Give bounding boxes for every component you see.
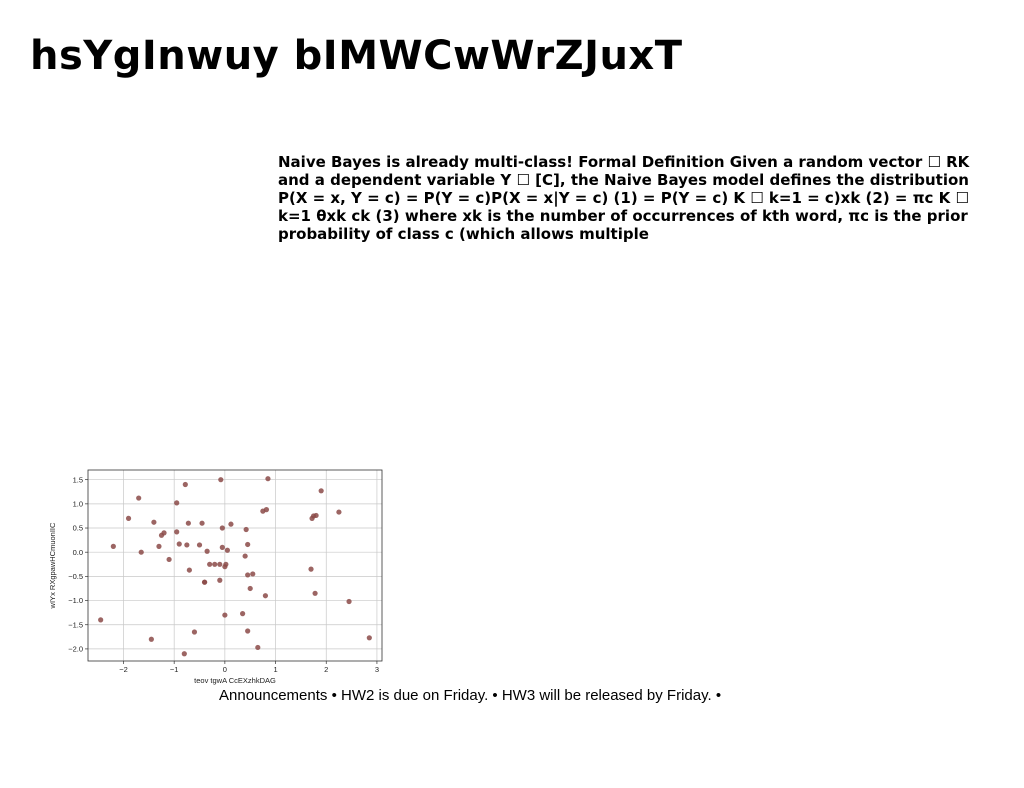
- scatter-point: [218, 477, 224, 483]
- y-tick-label: −2.0: [68, 645, 83, 654]
- grid-lines: [88, 470, 382, 661]
- scatter-point: [245, 572, 251, 578]
- slide-title: hsYgInwuy bIMWCwWrZJuxT: [30, 33, 683, 79]
- scatter-plot-svg: −2 −1 0 1 2 3 1.5 1.0 0.5 0.0 −0.5 −1.0 −1.5 −2.0 te…: [48, 469, 383, 685]
- scatter-point: [366, 635, 372, 641]
- x-axis-ticks: −2 −1 0 1 2 3: [119, 661, 379, 674]
- scatter-point: [219, 544, 225, 550]
- scatter-point: [312, 590, 318, 596]
- scatter-point: [204, 548, 210, 554]
- slide-body-text: Naive Bayes is already multi-class! Form…: [278, 153, 970, 243]
- scatter-point: [263, 507, 270, 513]
- scatter-point: [166, 556, 172, 563]
- scatter-point: [156, 543, 162, 549]
- scatter-point: [242, 553, 248, 559]
- scatter-point: [336, 509, 342, 515]
- scatter-point: [125, 515, 132, 521]
- x-axis-label: teov tgwA CcEXzhkDAG: [194, 676, 276, 685]
- scatter-point: [313, 512, 319, 519]
- scatter-point: [247, 585, 253, 592]
- scatter-point: [191, 629, 198, 635]
- scatter-point: [255, 644, 261, 651]
- scatter-point: [196, 542, 203, 548]
- y-axis-label: wIYx RXgpawHCmuonIIC: [48, 522, 57, 609]
- data-points: [98, 476, 372, 657]
- scatter-point: [262, 593, 269, 599]
- scatter-chart: −2 −1 0 1 2 3 1.5 1.0 0.5 0.0 −0.5 −1.0 −1.5 −2.0 te…: [44, 462, 389, 687]
- plot-area-frame: [87, 469, 383, 662]
- scatter-point: [174, 529, 180, 535]
- x-tick-label: 0: [223, 665, 227, 674]
- scatter-point: [201, 579, 208, 585]
- scatter-point: [110, 543, 116, 549]
- scatter-point: [217, 561, 223, 567]
- scatter-point: [245, 628, 251, 634]
- scatter-point: [318, 488, 324, 494]
- announcements-text: Announcements • HW2 is due on Friday. • …: [219, 687, 722, 704]
- scatter-point: [346, 598, 352, 605]
- y-tick-label: 1.5: [73, 475, 83, 484]
- scatter-point: [199, 520, 205, 526]
- y-tick-label: 1.0: [73, 499, 83, 508]
- x-tick-label: −1: [170, 665, 179, 674]
- scatter-point: [185, 520, 191, 526]
- scatter-point: [223, 561, 229, 567]
- y-tick-label: −1.0: [68, 596, 83, 605]
- scatter-point: [176, 541, 182, 547]
- x-tick-label: 3: [375, 665, 379, 674]
- scatter-point: [224, 547, 230, 553]
- scatter-point: [245, 541, 251, 548]
- scatter-point: [174, 500, 180, 506]
- y-tick-label: −0.5: [68, 572, 83, 581]
- scatter-point: [243, 526, 249, 533]
- scatter-point: [222, 612, 228, 618]
- scatter-point: [186, 567, 192, 573]
- scatter-point: [250, 571, 256, 577]
- scatter-point: [182, 481, 188, 488]
- scatter-point: [240, 611, 246, 617]
- y-tick-label: 0.0: [73, 548, 83, 557]
- scatter-point: [136, 495, 142, 501]
- scatter-point: [308, 566, 314, 572]
- scatter-point: [161, 530, 167, 536]
- scatter-point: [181, 651, 187, 657]
- scatter-point: [151, 519, 157, 525]
- scatter-point: [217, 577, 223, 583]
- scatter-point: [219, 525, 225, 531]
- scatter-point: [138, 549, 144, 555]
- x-tick-label: 2: [324, 665, 328, 674]
- x-tick-label: −2: [119, 665, 128, 674]
- scatter-point: [228, 521, 234, 527]
- y-axis-ticks: 1.5 1.0 0.5 0.0 −0.5 −1.0 −1.5 −2.0: [68, 475, 88, 654]
- scatter-point: [265, 476, 271, 482]
- scatter-point: [98, 617, 104, 623]
- y-tick-label: 0.5: [73, 524, 83, 533]
- scatter-point: [212, 561, 218, 567]
- scatter-point: [184, 542, 190, 548]
- scatter-point: [207, 561, 213, 567]
- x-tick-label: 1: [273, 665, 277, 674]
- scatter-point: [148, 636, 154, 642]
- y-tick-label: −1.5: [68, 620, 83, 629]
